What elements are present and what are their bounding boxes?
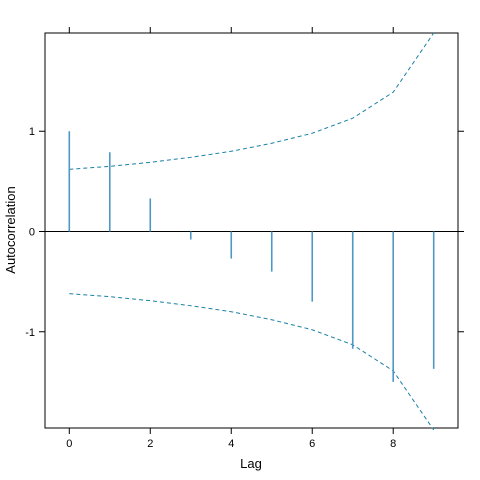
x-tick-label: 6 <box>309 438 315 450</box>
y-tick-label: 1 <box>29 126 35 138</box>
upper-confidence-line <box>69 32 435 170</box>
x-tick-label: 8 <box>390 438 396 450</box>
confidence-band <box>69 32 435 431</box>
y-tick-label: -1 <box>25 327 35 339</box>
lower-confidence-line <box>69 293 435 431</box>
x-tick-label: 4 <box>228 438 234 450</box>
axis-tick-labels: 0 2 4 6 8 -1 0 1 <box>25 126 396 450</box>
x-axis-title: Lag <box>240 456 262 471</box>
axis-ticks <box>39 27 464 434</box>
x-tick-label: 2 <box>147 438 153 450</box>
y-axis-title: Autocorrelation <box>3 186 18 273</box>
plot-panel <box>44 32 459 429</box>
acf-bars <box>68 131 435 382</box>
y-tick-label: 0 <box>29 227 35 239</box>
x-tick-label: 0 <box>66 438 72 450</box>
